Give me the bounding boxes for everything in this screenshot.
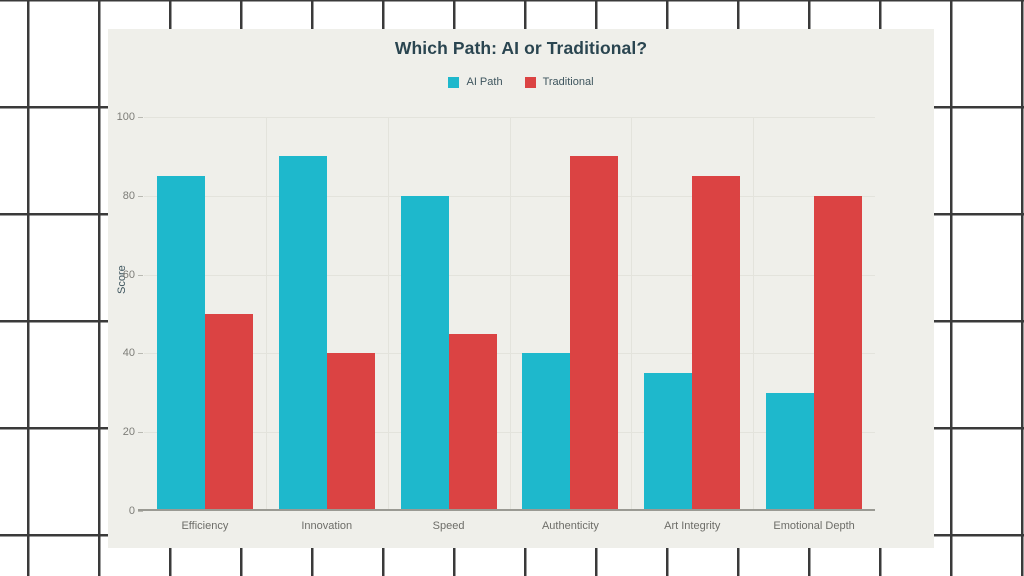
- legend-label-ai-path: AI Path: [466, 76, 503, 88]
- chart-title: Which Path: AI or Traditional?: [394, 38, 648, 58]
- bar-ai-path-authenticity[interactable]: [522, 353, 571, 511]
- legend-swatch-ai-path: [448, 76, 460, 88]
- y-tick-label: 20: [122, 426, 135, 439]
- y-tick-mark: [138, 274, 143, 276]
- bar-ai-path-art-integrity[interactable]: [644, 373, 693, 511]
- chart-card: Which Path: AI or Traditional? AI Path T…: [108, 29, 934, 548]
- x-tick-label: Efficiency: [181, 520, 229, 532]
- bar-ai-path-efficiency[interactable]: [156, 176, 205, 511]
- bar-traditional-efficiency[interactable]: [204, 314, 253, 511]
- bar-traditional-emotional-depth[interactable]: [814, 195, 863, 511]
- plot-wrapper: Score 0 20 40 60 80 100 Efficiency Innovation S…: [108, 29, 934, 548]
- gridline-vertical: [753, 117, 755, 511]
- gridline-vertical: [265, 117, 267, 511]
- x-axis-line: [138, 509, 875, 511]
- y-tick-label: 0: [128, 505, 135, 517]
- x-tick-label: Art Integrity: [664, 520, 721, 532]
- y-tick-label: 60: [122, 268, 135, 281]
- x-tick-label: Speed: [432, 520, 465, 532]
- y-tick-mark: [138, 511, 143, 512]
- legend-label-traditional: Traditional: [542, 76, 594, 88]
- gridline-vertical: [631, 117, 633, 511]
- gridline-vertical: [387, 117, 389, 511]
- y-tick-mark: [138, 195, 143, 197]
- x-tick-label: Authenticity: [541, 520, 599, 532]
- y-tick-label: 40: [122, 347, 135, 360]
- y-tick-mark: [138, 432, 143, 434]
- y-tick-mark: [138, 353, 143, 355]
- bar-traditional-art-integrity[interactable]: [692, 176, 741, 511]
- x-tick-label: Emotional Depth: [773, 520, 855, 532]
- legend-item-traditional[interactable]: Traditional: [524, 76, 594, 88]
- gridline-vertical: [509, 117, 511, 511]
- bar-ai-path-innovation[interactable]: [278, 156, 327, 511]
- bar-traditional-speed[interactable]: [448, 333, 497, 511]
- legend-item-ai-path[interactable]: AI Path: [448, 76, 503, 88]
- bar-traditional-authenticity[interactable]: [570, 156, 619, 511]
- bar-traditional-innovation[interactable]: [326, 353, 375, 511]
- y-tick-mark: [138, 117, 143, 118]
- chart-legend: AI Path Traditional: [108, 76, 934, 88]
- bar-ai-path-speed[interactable]: [400, 195, 449, 511]
- y-tick-label: 100: [116, 111, 135, 123]
- legend-swatch-traditional: [524, 76, 536, 88]
- x-tick-label: Innovation: [301, 520, 353, 532]
- y-tick-label: 80: [122, 189, 135, 202]
- plot-area: 0 20 40 60 80 100 Efficiency Innovation Speed Au…: [117, 111, 875, 532]
- bar-ai-path-emotional-depth[interactable]: [766, 392, 815, 511]
